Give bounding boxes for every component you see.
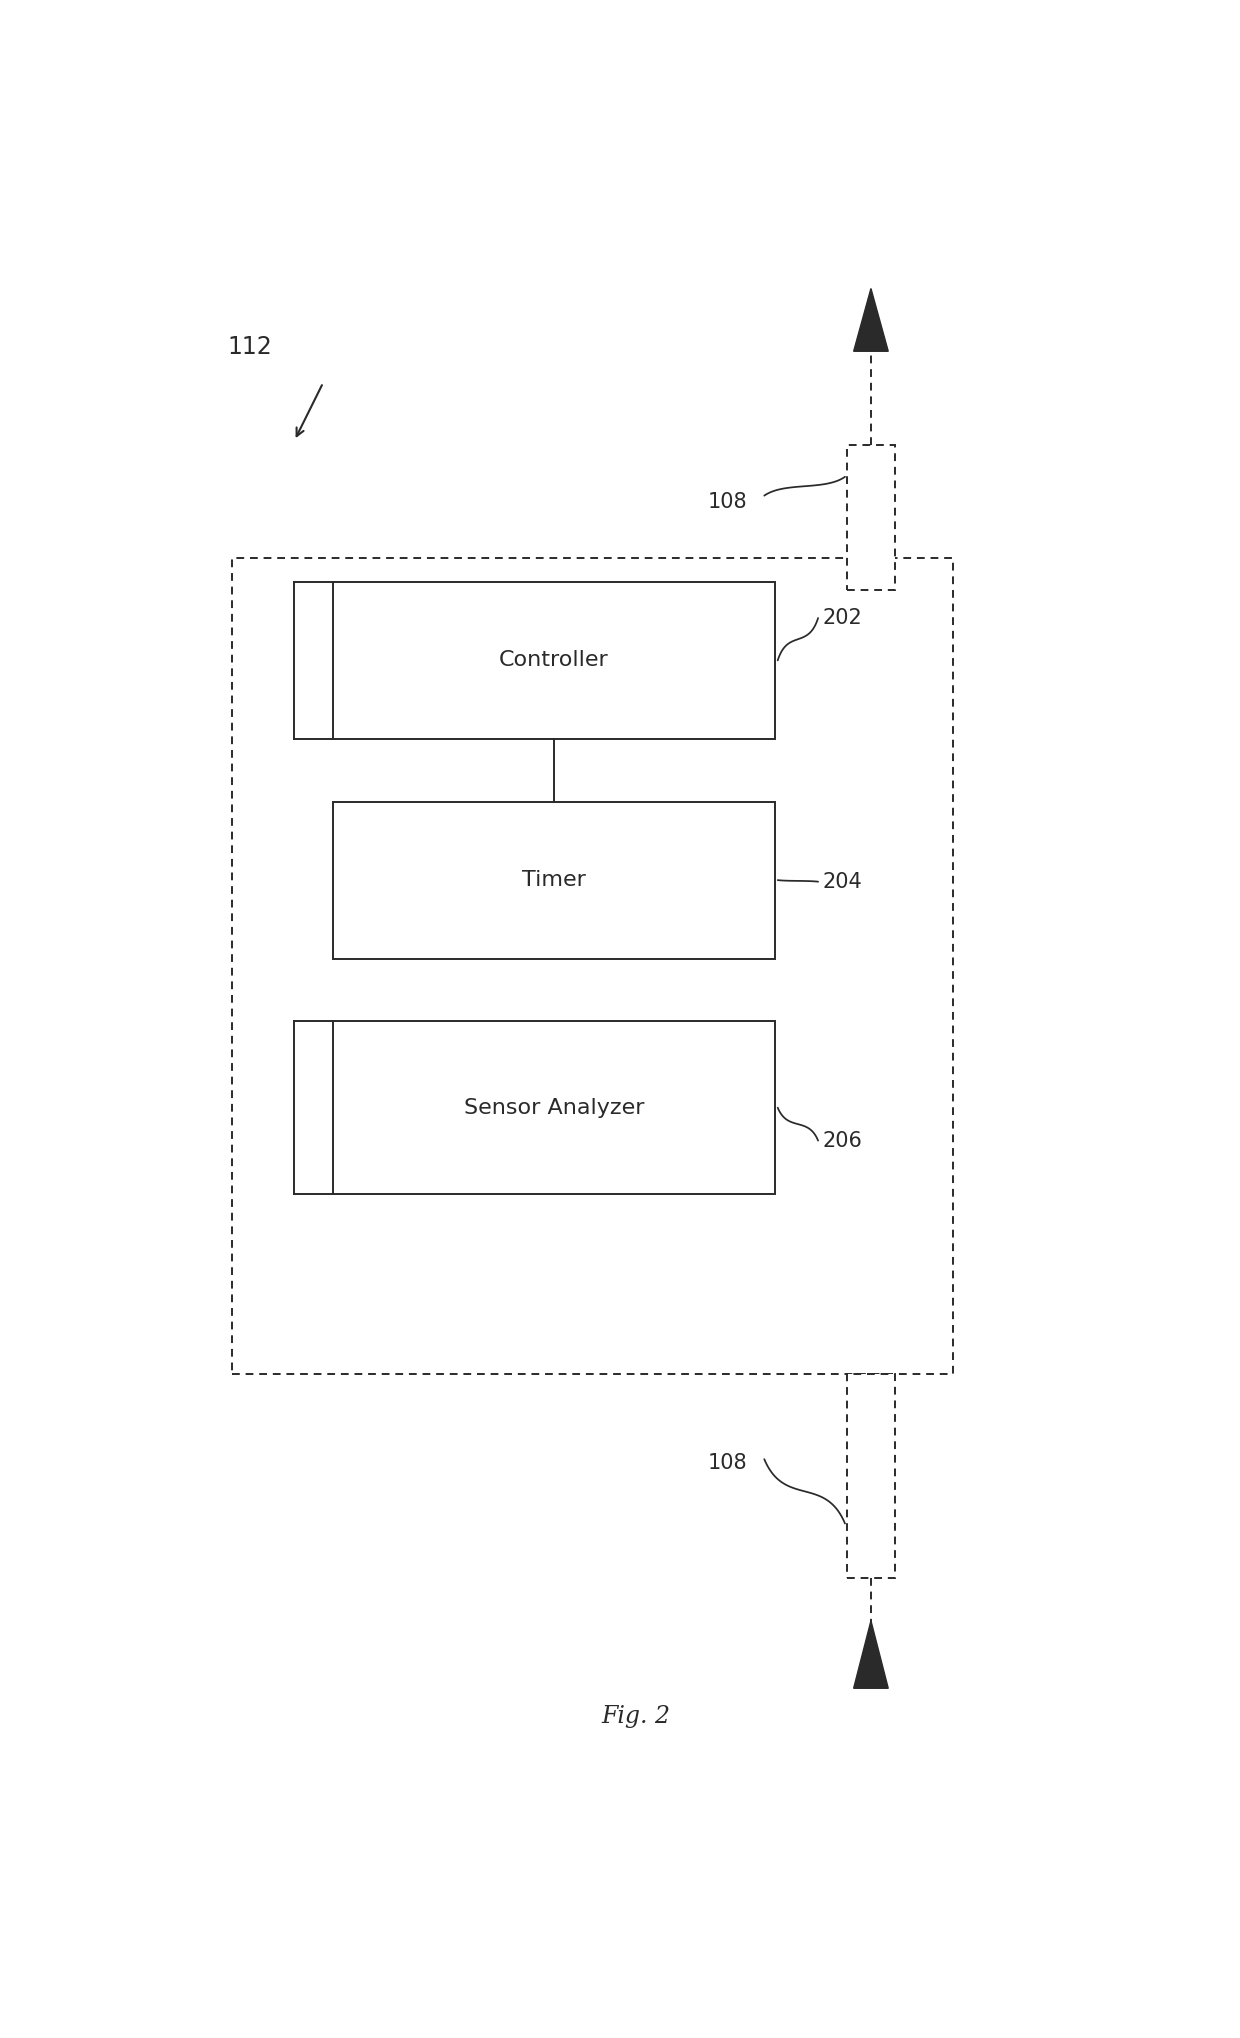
Text: 108: 108 [708,493,748,512]
Text: 206: 206 [823,1131,863,1151]
Text: 202: 202 [823,607,863,628]
Polygon shape [853,289,888,351]
Bar [332,801,775,958]
Polygon shape [853,1620,888,1687]
Text: 112: 112 [227,336,272,359]
Text: 108: 108 [708,1453,748,1473]
Bar [232,558,952,1374]
Bar [332,583,775,740]
Bar [332,1021,775,1194]
Text: Timer: Timer [522,870,585,891]
Text: Fig. 2: Fig. 2 [601,1706,670,1728]
Text: Controller: Controller [498,650,609,671]
Bar [847,1374,895,1579]
Bar [847,446,895,589]
Text: Sensor Analyzer: Sensor Analyzer [464,1098,644,1117]
Text: 204: 204 [823,872,863,893]
